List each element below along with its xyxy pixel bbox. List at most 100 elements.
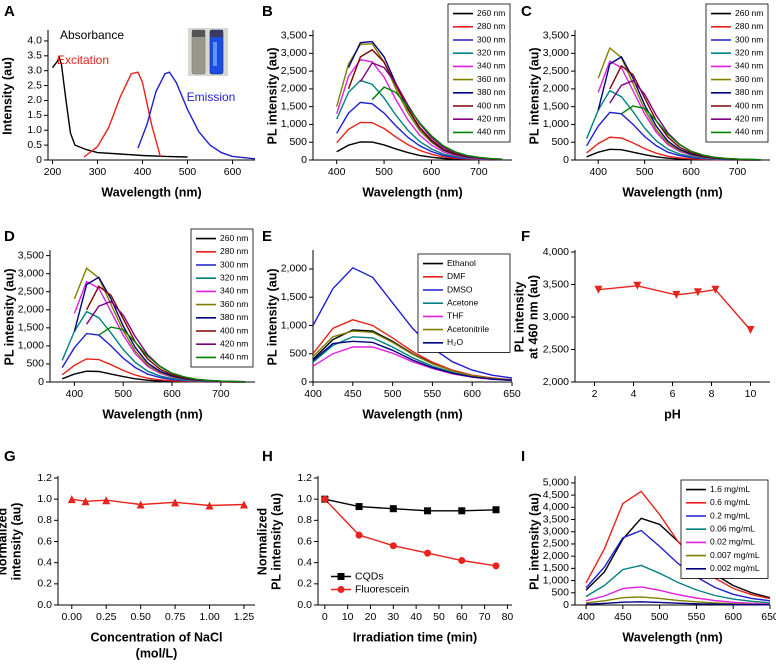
x-tick-label: 1.00 xyxy=(199,611,220,623)
y-tick-label: 3,000 xyxy=(18,267,44,279)
x-tick-label: 0 xyxy=(322,611,328,623)
series-line xyxy=(51,55,188,158)
panel: A 0 0.5 1.0 1.5 2.0 2.5 3.0 3.5 4.0 200 300 400 500 60… xyxy=(0,3,256,199)
series-line xyxy=(98,326,246,383)
series-line xyxy=(371,86,503,160)
y-tick-label: 1,500 xyxy=(543,562,569,574)
marker xyxy=(67,495,76,504)
legend-label: 0.002 mg/mL xyxy=(710,563,760,573)
series-line xyxy=(324,498,497,567)
x-tick-label: 10 xyxy=(342,611,354,623)
legend-label: 340 nm xyxy=(220,286,248,296)
y-tick-label: 0 xyxy=(301,376,307,388)
legend-label: 420 nm xyxy=(220,338,248,348)
x-tick-label: 2 xyxy=(592,388,598,400)
x-tick-label: 500 xyxy=(114,388,132,400)
vial-glow xyxy=(213,42,217,66)
annotation: Excitation xyxy=(57,53,109,67)
x-tick-label: 400 xyxy=(66,388,84,400)
legend-label: 300 nm xyxy=(220,259,248,269)
marker xyxy=(458,507,466,515)
legend-label: 420 nm xyxy=(735,113,763,123)
marker xyxy=(389,542,397,550)
legend: Ethanol DMF DMSO Acetone THF Acetonitrile H₂O xyxy=(417,253,511,353)
y-tick-label: 500 xyxy=(551,587,569,599)
x-axis-label: Wavelength (nm) xyxy=(622,630,722,644)
vial-cap xyxy=(192,30,205,37)
panel: I05001,0001,5002,0002,5003,0003,5004,000… xyxy=(521,448,776,644)
legend-label: 260 nm xyxy=(735,8,763,18)
y-tick-label: 0 xyxy=(38,376,44,388)
panel: H 0.0 0.2 0.4 0.6 0.8 1.0 1.2 0 10 20 30 40 50 60 70 80 I… xyxy=(255,448,513,644)
panel-label: G xyxy=(4,448,16,465)
legend-label: 360 nm xyxy=(477,74,505,84)
legend-label: 320 nm xyxy=(477,47,505,57)
x-tick-label: 600 xyxy=(682,166,700,178)
y-tick-label: 1,000 xyxy=(18,340,44,352)
panel-label: D xyxy=(4,228,15,245)
y-tick-label: 3,500 xyxy=(543,278,569,290)
y-tick-label: 3.0 xyxy=(27,64,42,76)
vial-cap xyxy=(210,30,223,37)
panel-label: I xyxy=(521,448,525,465)
legend-label: 400 nm xyxy=(220,325,248,335)
y-tick-label: 3.5 xyxy=(27,50,42,62)
y-tick-label: 1,000 xyxy=(543,118,569,130)
y-axis-label: PL intensity (au) xyxy=(265,47,279,144)
y-tick-label: 1,500 xyxy=(18,322,44,334)
series-line xyxy=(324,498,497,512)
y-tick-label: 2,500 xyxy=(543,343,569,355)
legend-label: Ethanol xyxy=(447,258,476,268)
marker xyxy=(136,500,145,509)
x-tick-label: 650 xyxy=(503,388,521,400)
x-axis-label: Wavelength (nm) xyxy=(362,407,462,421)
series-line xyxy=(585,490,771,600)
x-tick-label: 500 xyxy=(651,611,669,623)
x-tick-label: 650 xyxy=(761,611,776,623)
series-line xyxy=(137,71,256,160)
x-tick-label: 0.75 xyxy=(165,611,186,623)
legend-label: 380 nm xyxy=(735,87,763,97)
y-tick-label: 2,000 xyxy=(543,550,569,562)
y-tick-label: 1,500 xyxy=(281,291,307,303)
series-line xyxy=(585,586,771,605)
series-line xyxy=(312,330,513,381)
y-tick-label: 1,000 xyxy=(281,118,307,130)
legend-label: 0.06 mg/mL xyxy=(710,523,755,533)
legend-label: THF xyxy=(447,311,464,321)
legend-label: 0.02 mg/mL xyxy=(710,537,755,547)
y-tick-label: 4,000 xyxy=(543,246,569,258)
marker xyxy=(746,326,755,334)
marker xyxy=(355,531,363,539)
y-tick-label: 3,500 xyxy=(543,29,569,41)
panel-label: E xyxy=(262,228,272,245)
x-tick-label: 600 xyxy=(163,388,181,400)
panel-label: A xyxy=(4,3,15,20)
y-tick-label: 0.5 xyxy=(27,139,42,151)
x-tick-label: 70 xyxy=(479,611,491,623)
x-tick-label: 450 xyxy=(344,388,362,400)
x-tick-label: 0.00 xyxy=(62,611,83,623)
marker xyxy=(672,290,681,299)
y-tick-label: 4,500 xyxy=(543,489,569,501)
marker xyxy=(492,562,500,570)
y-tick-label: 0.6 xyxy=(37,535,52,547)
marker xyxy=(633,281,642,290)
x-axis-label: Wavelength (nm) xyxy=(362,185,462,199)
y-tick-label: 0 xyxy=(301,154,307,166)
y-tick-label: 0.8 xyxy=(37,514,52,526)
legend-label: 400 nm xyxy=(735,100,763,110)
legend-label: 300 nm xyxy=(477,34,505,44)
legend-label: 0.2 mg/mL xyxy=(710,510,750,520)
legend-label: Acetonitrile xyxy=(447,324,489,334)
x-tick-label: 600 xyxy=(423,166,441,178)
y-axis-label: intensity (au) xyxy=(9,503,23,581)
y-tick-label: 500 xyxy=(289,348,307,360)
y-tick-label: 4,000 xyxy=(543,501,569,513)
marker xyxy=(693,288,702,297)
marker xyxy=(171,498,180,507)
y-tick-label: 2,000 xyxy=(18,304,44,316)
series-line xyxy=(312,266,513,379)
